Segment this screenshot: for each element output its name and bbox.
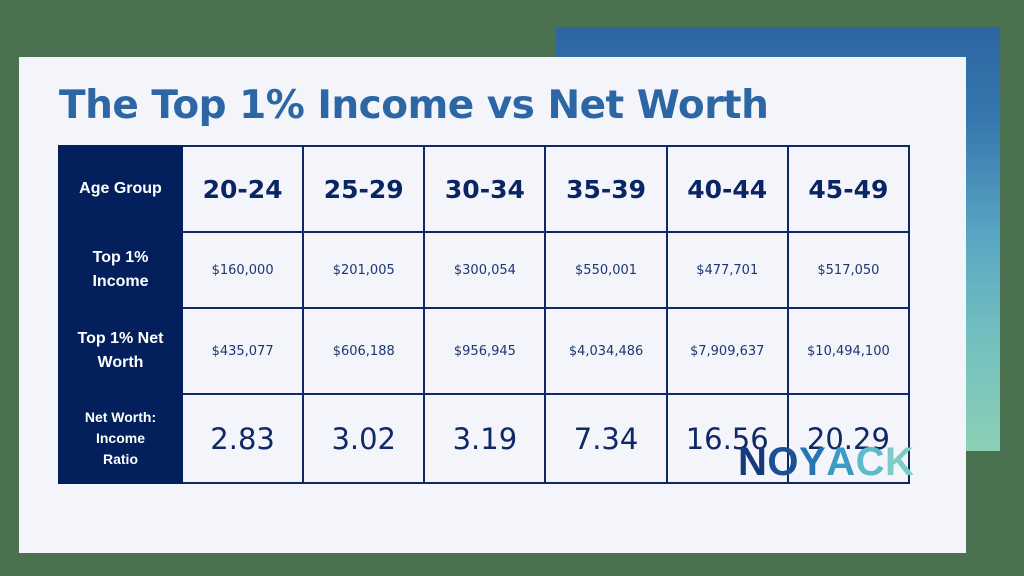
row-header-income: Top 1% Income (58, 231, 183, 309)
net-worth-cell: $4,034,486 (544, 307, 668, 395)
net-worth-cell: $7,909,637 (665, 307, 789, 395)
logo-letter: Y (799, 440, 827, 484)
income-cell: $201,005 (302, 231, 426, 309)
noyack-logo: NOYACK (738, 440, 914, 485)
age-group-cell: 25-29 (302, 145, 426, 233)
logo-letter: O (767, 440, 800, 484)
row-header-line: Income (92, 273, 149, 290)
income-cell: $300,054 (423, 231, 547, 309)
row-header-line: Net Worth: (84, 409, 157, 425)
net-worth-cell: $10,494,100 (786, 307, 911, 395)
row-header-line: Income (95, 430, 145, 446)
ratio-cell: 3.19 (423, 393, 547, 484)
logo-letter: N (738, 440, 768, 484)
ratio-cell: 2.83 (180, 393, 305, 484)
infographic-card: The Top 1% Income vs Net Worth Age Group… (19, 57, 966, 553)
income-cell: $550,001 (544, 231, 668, 309)
age-group-cell: 40-44 (665, 145, 789, 233)
age-group-cell: 30-34 (423, 145, 547, 233)
logo-letter: K (884, 440, 915, 484)
row-header-line: Top 1% (92, 249, 149, 266)
ratio-cell: 20.29 (786, 393, 911, 484)
net-worth-cell: $606,188 (302, 307, 426, 395)
ratio-cell: 16.56 (665, 393, 789, 484)
income-cell: $160,000 (180, 231, 305, 309)
net-worth-cell: $956,945 (423, 307, 547, 395)
age-group-cell: 20-24 (180, 145, 305, 233)
income-networth-table: Age Group 20-24 25-29 30-34 35-39 40-44 … (58, 145, 911, 484)
age-group-cell: 35-39 (544, 145, 668, 233)
table-row-net-worth: Top 1% Net Worth $435,077 $606,188 $956,… (58, 307, 911, 395)
table-row-income: Top 1% Income $160,000 $201,005 $300,054… (58, 231, 911, 309)
row-header-ratio: Net Worth: Income Ratio (58, 393, 183, 484)
net-worth-cell: $435,077 (180, 307, 305, 395)
ratio-cell: 7.34 (544, 393, 668, 484)
age-group-cell: 45-49 (786, 145, 911, 233)
income-cell: $477,701 (665, 231, 789, 309)
logo-letter: A (826, 440, 856, 484)
income-cell: $517,050 (786, 231, 911, 309)
logo-letter: C (855, 440, 885, 484)
table-row-ratio: Net Worth: Income Ratio 2.83 3.02 3.19 7… (58, 393, 911, 484)
row-header-line: Ratio (103, 451, 138, 467)
row-header-age-group: Age Group (58, 145, 183, 233)
page-title: The Top 1% Income vs Net Worth (59, 83, 769, 128)
table-row-age-group: Age Group 20-24 25-29 30-34 35-39 40-44 … (58, 145, 911, 233)
row-header-line: Top 1% Net (77, 330, 164, 347)
row-header-net-worth: Top 1% Net Worth (58, 307, 183, 395)
ratio-cell: 3.02 (302, 393, 426, 484)
row-header-line: Worth (97, 354, 144, 371)
